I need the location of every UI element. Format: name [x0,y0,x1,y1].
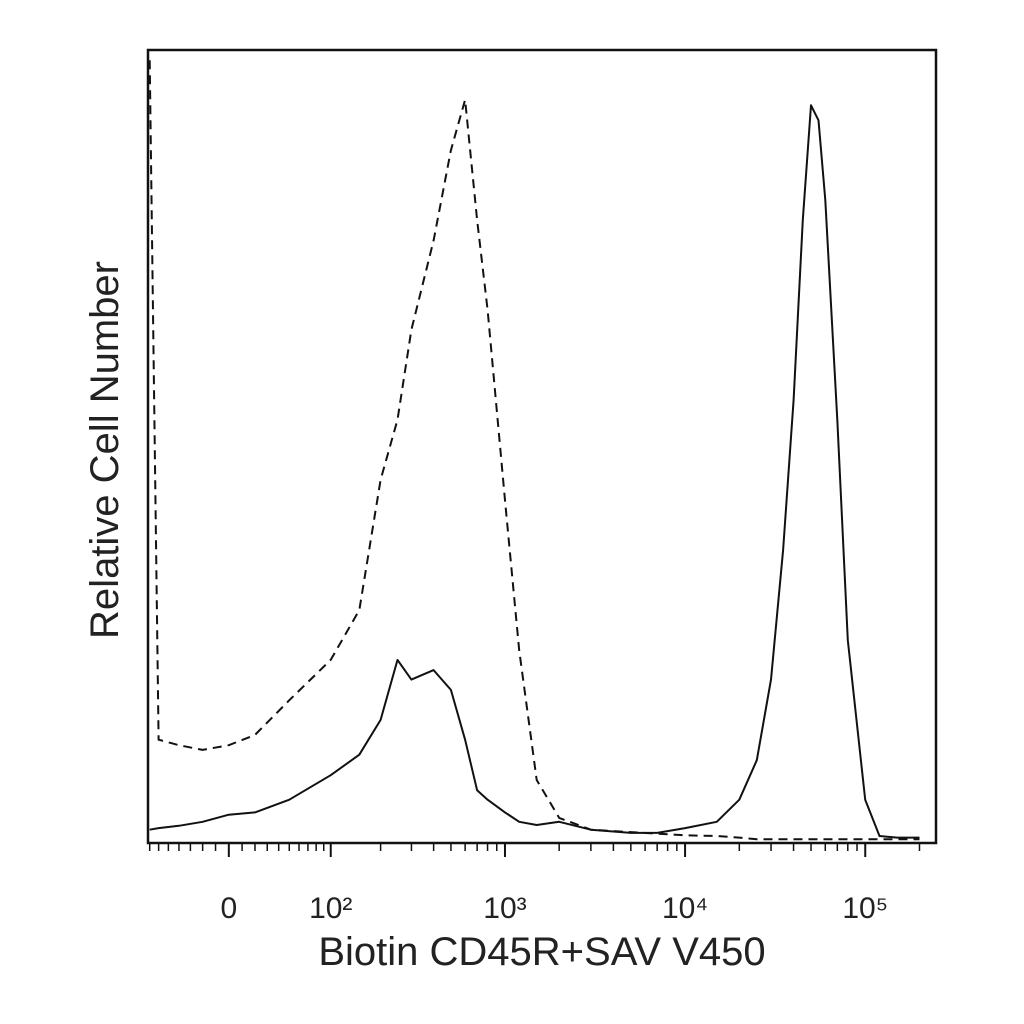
histogram-line [148,60,920,841]
x-tick-label: 10⁴ [662,892,708,925]
x-tick-label: 10² [309,892,352,925]
plot-frame [146,48,938,845]
histogram-line [149,104,920,839]
x-tick-label: 0 [220,892,237,925]
y-axis-title: Relative Cell Number [83,261,127,639]
x-tick-label: 10⁵ [842,892,888,925]
x-tick-label: 10³ [483,892,526,925]
x-axis-title: Biotin CD45R+SAV V450 [318,930,765,974]
